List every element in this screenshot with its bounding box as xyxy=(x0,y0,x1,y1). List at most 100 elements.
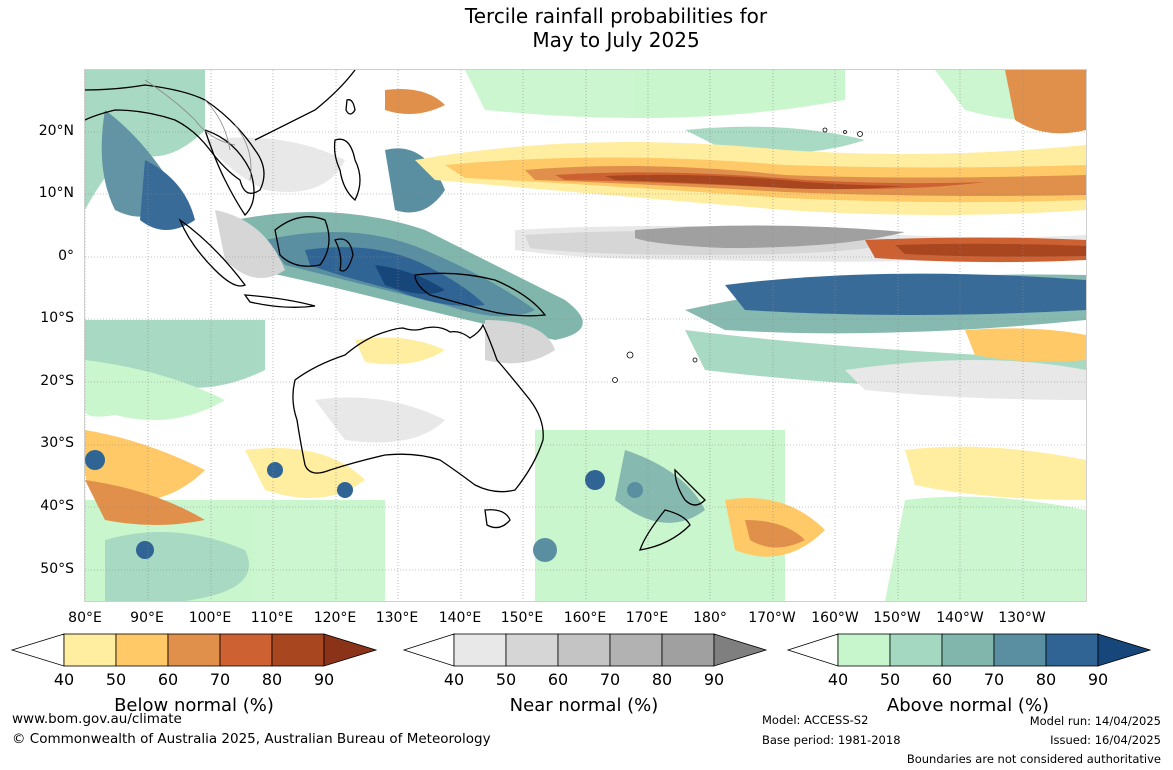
colorbar-swatch xyxy=(557,633,611,667)
lon-label-160e: 160°E xyxy=(563,610,607,626)
legend-near-tick-70: 70 xyxy=(599,670,621,689)
legend-below-tick-70: 70 xyxy=(209,670,231,689)
colorbar-swatch xyxy=(453,633,507,667)
coastlines xyxy=(85,70,706,551)
lat-label-0: 0° xyxy=(58,248,74,264)
near-normal-patches xyxy=(205,137,1086,443)
legend-near-tick-60: 60 xyxy=(547,670,569,689)
colorbar-below-normal xyxy=(10,633,378,667)
map-title-line1: Tercile rainfall probabilities for xyxy=(464,4,768,28)
legend-near-tick-80: 80 xyxy=(651,670,673,689)
base-period-text: Base period: 1981-2018 xyxy=(762,733,901,747)
below-normal-patches xyxy=(85,70,1086,557)
new-guinea-coastline xyxy=(414,272,547,317)
lon-label-170e: 170°E xyxy=(625,610,669,626)
asia-coastline xyxy=(85,84,265,194)
new-zealand-north-coastline xyxy=(674,468,706,506)
gridlines xyxy=(85,70,1086,601)
disclaimer-text: Boundaries are not considered authoritat… xyxy=(906,752,1161,766)
legend-near-tick-50: 50 xyxy=(495,670,517,689)
lon-label-150w: 150°W xyxy=(873,610,921,626)
map-canvas xyxy=(85,70,1086,601)
australia-coastline xyxy=(292,323,544,493)
lon-label-140w: 140°W xyxy=(936,610,984,626)
colorbar-swatch xyxy=(323,633,378,667)
legend-below-tick-90: 90 xyxy=(313,670,335,689)
lon-label-110e: 110°E xyxy=(250,610,294,626)
model-run-text: Model run: 14/04/2025 xyxy=(1029,714,1161,728)
southern-patches xyxy=(85,450,643,562)
colorbar-swatch xyxy=(713,633,768,667)
lat-label-50s: 50°S xyxy=(40,561,74,577)
legend-above-tick-90: 90 xyxy=(1087,670,1109,689)
lat-label-10s: 10°S xyxy=(40,310,74,326)
lon-label-80e: 80°E xyxy=(68,610,102,626)
website-link[interactable]: www.bom.gov.au/climate xyxy=(12,711,182,727)
colorbar-near-normal xyxy=(402,633,768,667)
borneo-coastline xyxy=(274,216,330,267)
lon-label-130w: 130°W xyxy=(998,610,1046,626)
pacific-islands xyxy=(612,127,863,383)
rainfall-map[interactable] xyxy=(84,69,1087,602)
legend-above-title: Above normal (%) xyxy=(886,695,1050,716)
tasmania-coastline xyxy=(484,509,511,529)
legend-above-tick-70: 70 xyxy=(983,670,1005,689)
lon-label-180: 180° xyxy=(693,610,727,626)
legend-above-tick-40: 40 xyxy=(827,670,849,689)
new-zealand-south-coastline xyxy=(639,509,691,551)
lon-label-100e: 100°E xyxy=(188,610,232,626)
colorbar-swatch xyxy=(115,633,169,667)
colorbar-swatch xyxy=(941,633,995,667)
legend-near-title: Near normal (%) xyxy=(509,695,659,716)
lon-label-130e: 130°E xyxy=(375,610,419,626)
map-title-line2: May to July 2025 xyxy=(532,28,700,52)
country-borders xyxy=(144,79,252,181)
lon-label-140e: 140°E xyxy=(438,610,482,626)
legend-below-tick-60: 60 xyxy=(157,670,179,689)
colorbar-swatch xyxy=(1097,633,1152,667)
colorbar-swatch xyxy=(219,633,273,667)
legend-below-tick-80: 80 xyxy=(261,670,283,689)
colorbar-swatch xyxy=(505,633,559,667)
lon-label-120e: 120°E xyxy=(313,610,357,626)
colorbar-swatch xyxy=(837,633,891,667)
colorbar-swatch xyxy=(609,633,663,667)
colorbar-swatch xyxy=(167,633,221,667)
indochina-coastline xyxy=(204,129,255,217)
lat-label-40s: 40°S xyxy=(40,498,74,514)
lat-label-30s: 30°S xyxy=(40,435,74,451)
lat-label-20n: 20°N xyxy=(38,123,74,139)
model-text: Model: ACCESS-S2 xyxy=(762,713,869,727)
sulawesi-coastline xyxy=(334,238,354,272)
legend-above-tick-80: 80 xyxy=(1035,670,1057,689)
colorbar-above-normal xyxy=(786,633,1152,667)
colorbar-swatch xyxy=(271,633,325,667)
legend-near-normal xyxy=(402,632,770,668)
philippines-coastline xyxy=(333,138,361,202)
lat-label-20s: 20°S xyxy=(40,373,74,389)
lat-label-10n: 10°N xyxy=(38,185,74,201)
legend-below-normal xyxy=(10,632,378,668)
legend-near-tick-90: 90 xyxy=(703,670,725,689)
colorbar-swatch xyxy=(1045,633,1099,667)
lon-label-170w: 170°W xyxy=(748,610,796,626)
lon-label-160w: 160°W xyxy=(811,610,859,626)
colorbar-swatch xyxy=(661,633,715,667)
colorbar-swatch xyxy=(993,633,1047,667)
sumatra-coastline xyxy=(178,218,246,287)
legend-above-tick-60: 60 xyxy=(931,670,953,689)
legend-above-tick-50: 50 xyxy=(879,670,901,689)
legend-below-title: Below normal (%) xyxy=(114,695,274,716)
lon-label-150e: 150°E xyxy=(500,610,544,626)
colorbar-swatch xyxy=(889,633,943,667)
issued-text: Issued: 16/04/2025 xyxy=(1050,733,1161,747)
colorbar-swatch xyxy=(63,633,117,667)
legend-below-tick-40: 40 xyxy=(53,670,75,689)
legend-near-tick-40: 40 xyxy=(443,670,465,689)
legend-above-normal xyxy=(786,632,1154,668)
taiwan-coastline xyxy=(345,99,356,115)
copyright-text: © Commonwealth of Australia 2025, Austra… xyxy=(12,731,491,747)
lon-label-90e: 90°E xyxy=(130,610,164,626)
java-coastline xyxy=(243,294,316,308)
legend-below-tick-50: 50 xyxy=(105,670,127,689)
